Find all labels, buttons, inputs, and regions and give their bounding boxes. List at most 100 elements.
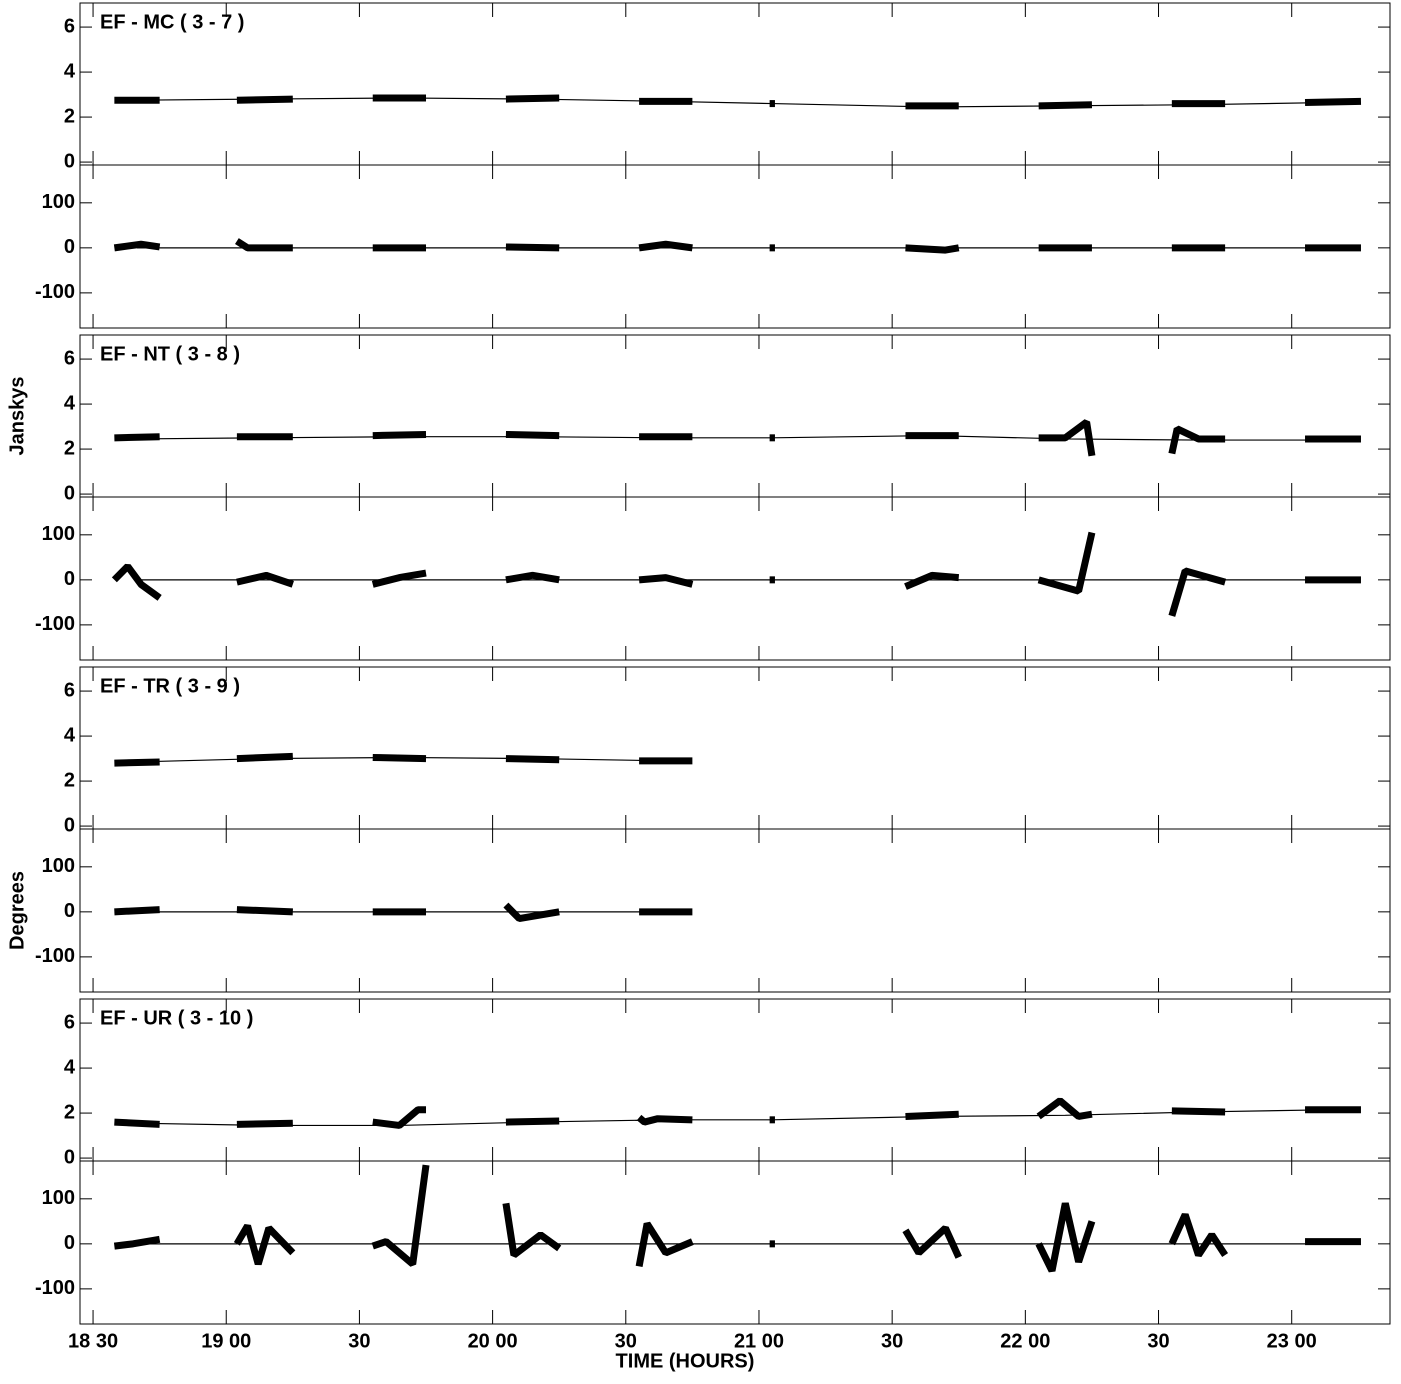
y-tick-label: 0: [64, 1146, 75, 1168]
scan-data: [372, 1106, 427, 1129]
x-tick-label: 30: [1147, 1330, 1169, 1352]
scan-data: [902, 1225, 962, 1259]
scan-data: [505, 571, 560, 584]
scan-data: [236, 1119, 293, 1128]
scan-data: [372, 753, 427, 763]
scan-data: [503, 902, 560, 923]
scan-data: [905, 244, 960, 254]
scan-data: [636, 1114, 693, 1126]
panel-frame: [79, 334, 1391, 498]
y-tick-label: 100: [42, 855, 75, 877]
y-tick-label: -100: [35, 613, 75, 635]
panel-frame: [79, 1160, 1391, 1325]
scan-data: [1035, 1202, 1096, 1273]
y-tick-label: 0: [64, 482, 75, 504]
y-tick-label: 2: [64, 105, 75, 127]
scan-data: [1036, 1097, 1093, 1120]
y-tick-label: 100: [42, 523, 75, 545]
scan-data: [113, 240, 161, 252]
scan-data: [905, 1110, 959, 1120]
scan-data: [505, 1117, 560, 1126]
y-tick-label: 4: [64, 1056, 76, 1078]
y-tick-label: 6: [64, 347, 75, 369]
y-tick-label: -100: [35, 281, 75, 303]
scan-data: [505, 94, 560, 103]
scan-data: [114, 906, 160, 916]
x-tick-label: 30: [615, 1330, 637, 1352]
scan-data: [372, 430, 427, 440]
y-tick-label: 100: [42, 1187, 75, 1209]
y-axis-label: Degrees: [6, 871, 28, 950]
y-tick-label: 100: [42, 191, 75, 213]
x-axis-label: TIME (HOURS): [616, 1350, 755, 1372]
scan-data: [638, 240, 693, 252]
y-tick-label: 0: [64, 150, 75, 172]
panel-frame: [79, 666, 1391, 830]
scan-data: [235, 238, 293, 252]
x-tick-label: 23 00: [1267, 1330, 1317, 1352]
y-tick-label: 0: [64, 814, 75, 836]
y-tick-label: 4: [64, 392, 76, 414]
panel-frame: [79, 496, 1391, 661]
scan-data: [114, 758, 160, 767]
x-tick-label: 30: [348, 1330, 370, 1352]
model-line: [136, 97, 1334, 108]
x-tick-label: 18 30: [68, 1330, 118, 1352]
y-tick-label: 6: [64, 679, 75, 701]
scan-data: [236, 906, 293, 916]
y-tick-label: 4: [64, 724, 76, 746]
x-tick-label: 20 00: [468, 1330, 518, 1352]
scan-data: [1171, 1107, 1226, 1116]
scan-data: [233, 1224, 296, 1266]
scan-data: [1304, 97, 1362, 106]
panel-frame: [79, 998, 1391, 1162]
y-tick-label: 6: [64, 15, 75, 37]
panel-frame: [79, 2, 1391, 166]
scan-data: [635, 1221, 694, 1268]
scan-data: [1037, 531, 1096, 595]
scan-data: [114, 433, 160, 442]
scan-data: [371, 1164, 430, 1267]
y-axis-label: Janskys: [6, 377, 28, 456]
scan-data: [111, 563, 162, 601]
scan-data: [1168, 1213, 1229, 1258]
model-line: [136, 434, 1333, 441]
scan-data: [505, 243, 560, 252]
scan-data: [236, 571, 294, 588]
scan-data: [505, 755, 560, 764]
x-tick-label: 30: [881, 1330, 903, 1352]
y-tick-label: -100: [35, 945, 75, 967]
scan-data: [1168, 425, 1226, 455]
y-tick-label: -100: [35, 1277, 75, 1299]
y-tick-label: 2: [64, 769, 75, 791]
y-tick-label: 0: [64, 900, 75, 922]
x-tick-label: 19 00: [201, 1330, 251, 1352]
scan-data: [1038, 101, 1093, 110]
x-tick-label: 21 00: [734, 1330, 784, 1352]
x-tick-label: 22 00: [1000, 1330, 1050, 1352]
scan-data: [371, 569, 427, 588]
model-line: [136, 1109, 1334, 1127]
panel-title: EF - UR ( 3 - 10 ): [100, 1007, 253, 1029]
y-tick-label: 2: [64, 437, 75, 459]
scan-data: [1038, 419, 1096, 457]
scan-data: [502, 1202, 562, 1258]
y-tick-label: 4: [64, 60, 76, 82]
scan-data: [904, 571, 960, 590]
scan-data: [114, 1118, 160, 1128]
scan-data: [1168, 567, 1227, 617]
y-tick-label: 0: [64, 236, 75, 258]
panel-frame: [79, 164, 1391, 329]
panel-title: EF - TR ( 3 - 9 ): [100, 675, 240, 697]
y-tick-label: 2: [64, 1101, 75, 1123]
scan-data: [505, 430, 560, 440]
scan-data: [236, 95, 293, 104]
y-tick-label: 6: [64, 1011, 75, 1033]
panel-title: EF - NT ( 3 - 8 ): [100, 343, 240, 365]
y-tick-label: 0: [64, 1232, 75, 1254]
scan-data: [638, 574, 694, 588]
panel-title: EF - MC ( 3 - 7 ): [100, 11, 244, 33]
y-tick-label: 0: [64, 568, 75, 590]
scan-data: [113, 1235, 161, 1250]
